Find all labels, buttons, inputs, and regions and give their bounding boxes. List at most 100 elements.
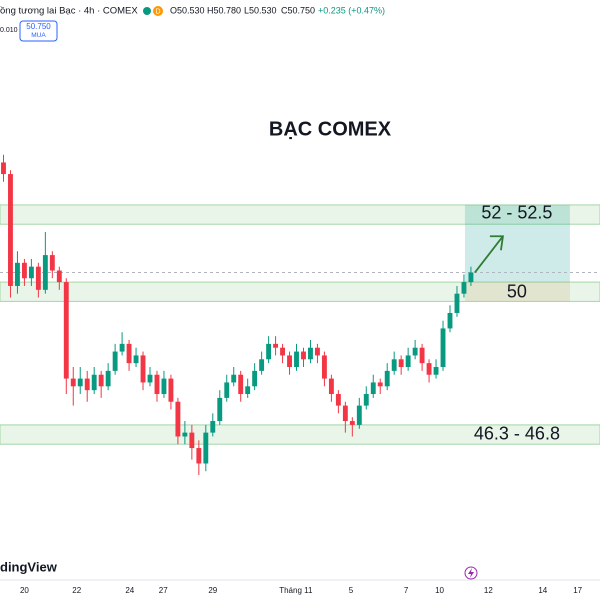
badge-bg (153, 6, 163, 16)
candle-body (63, 282, 69, 379)
x-tick-label: 12 (484, 586, 493, 595)
candle-body (468, 272, 474, 283)
ohlc-close: C50.750 (281, 5, 315, 15)
candle-body (133, 355, 139, 364)
candle-body (294, 351, 299, 368)
buy-button[interactable] (19, 20, 58, 42)
target-box (464, 204, 570, 283)
candle-body (384, 370, 390, 387)
buy-price[interactable]: 50.750 (26, 22, 51, 31)
candle-body (433, 367, 439, 375)
candle-body (440, 328, 446, 368)
chart-title: BẠC COMEX (269, 118, 392, 140)
candle-body (98, 374, 104, 387)
candle-body (56, 270, 62, 283)
candle-body (266, 343, 272, 360)
candle-body (35, 266, 41, 290)
spread: 0.010 (0, 27, 18, 34)
x-tick-label: 22 (72, 586, 81, 595)
candle-body (91, 374, 97, 391)
candle-body (321, 355, 327, 379)
x-tick-label: 29 (208, 586, 217, 595)
candle-body (412, 347, 418, 356)
symbol: ồng tương lai Bạc · 4h · COMEX (0, 6, 138, 17)
candle-body (182, 432, 188, 437)
ohlc-low: L50.530 (244, 5, 277, 15)
candle-body (328, 378, 334, 395)
candle-body (84, 378, 90, 391)
zone (0, 281, 600, 302)
status-dot (143, 7, 151, 15)
candle-body (405, 355, 411, 368)
buy-label[interactable]: MUA (31, 32, 46, 39)
x-tick-label: 14 (538, 586, 547, 595)
candle-body (238, 374, 244, 395)
x-tick-label: 27 (159, 586, 168, 595)
zone-label: 52 - 52.5 (481, 203, 552, 223)
candle-body (231, 374, 237, 383)
candle-body (287, 355, 292, 368)
candle-body (154, 374, 160, 395)
candle-body (391, 359, 397, 371)
candle-body (140, 355, 146, 383)
candle-body (342, 405, 348, 422)
candle-body (419, 347, 425, 364)
candle-body (105, 370, 111, 387)
event-bolt (468, 568, 474, 578)
candle-body (49, 255, 55, 271)
candle-body (370, 382, 376, 395)
candle-body (259, 359, 265, 371)
zone-label: 46.3 - 46.8 (474, 423, 560, 443)
candle-body (301, 351, 306, 360)
candle-body (398, 359, 404, 368)
candle-body (175, 401, 181, 437)
candle-body (217, 397, 223, 422)
candle-body (77, 378, 83, 387)
candle-body (189, 432, 195, 449)
candle-body (1, 162, 6, 175)
x-tick-label: 20 (20, 586, 29, 595)
candle-body (426, 363, 432, 375)
ohlc-open: O50.530 (170, 5, 205, 15)
candle-body (126, 343, 132, 364)
candle-body (349, 421, 355, 425)
zone (0, 424, 600, 445)
candle-body (447, 312, 453, 329)
x-tick-label: 24 (125, 586, 134, 595)
candle-body (28, 266, 34, 279)
zone-label: 50 (507, 282, 527, 302)
x-tick-label: 17 (573, 586, 582, 595)
candle-body (224, 382, 230, 398)
ohlc-high: H50.780 (207, 5, 241, 15)
candle-body (168, 378, 174, 402)
x-tick-label: 10 (435, 586, 444, 595)
candle-body (147, 374, 153, 383)
arrow (474, 235, 504, 274)
candle-body (161, 378, 167, 395)
candle-body (112, 351, 118, 371)
zone (0, 204, 600, 225)
candle-body (15, 262, 20, 286)
candle-body (210, 421, 216, 433)
x-tick-label: Tháng 11 (279, 586, 313, 595)
candle-body (252, 370, 258, 387)
candle-body (203, 432, 209, 464)
candle-body (42, 255, 48, 290)
candle-body (280, 347, 285, 356)
ohlc-change: +0.235 (+0.47%) (318, 5, 385, 15)
candle-body (461, 282, 467, 294)
candle-body (363, 394, 369, 406)
candle-body (8, 174, 13, 286)
candle-body (308, 347, 313, 360)
candle-body (315, 347, 320, 356)
candle-body (70, 378, 76, 387)
candle-body (454, 293, 460, 313)
x-tick-label: 7 (404, 586, 409, 595)
candle-body (119, 343, 125, 352)
candle-body (335, 394, 341, 406)
candle-body (356, 405, 362, 425)
candle-body (377, 382, 383, 387)
candle-body (21, 262, 27, 279)
